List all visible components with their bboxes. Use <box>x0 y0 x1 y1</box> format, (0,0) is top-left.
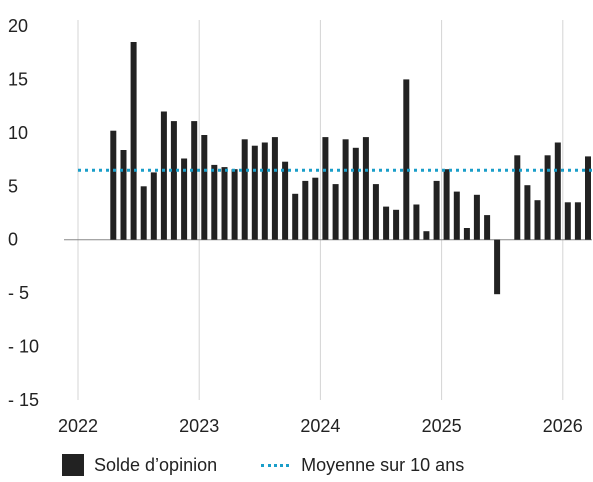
bar-2024-12 <box>433 180 440 240</box>
legend-line-label: Moyenne sur 10 ans <box>301 454 465 475</box>
bar-2024-08 <box>393 209 400 240</box>
legend-item-average: Moyenne sur 10 ans <box>261 455 464 476</box>
bar-2024-10 <box>413 204 420 240</box>
bar-2024-03 <box>342 139 349 240</box>
bar-2023-12 <box>312 177 319 240</box>
bar-2022-05 <box>120 150 127 240</box>
x-tick-label: 2022 <box>58 416 98 436</box>
bar-2024-01 <box>322 137 329 240</box>
bar-2024-05 <box>362 137 369 240</box>
legend-line-swatch <box>261 463 290 467</box>
y-tick-label: 5 <box>8 176 18 196</box>
bar-2022-12 <box>191 121 198 240</box>
y-tick-label: - 10 <box>8 337 39 357</box>
bar-2024-06 <box>372 184 379 240</box>
bar-2024-04 <box>352 147 359 240</box>
x-tick-label: 2025 <box>422 416 462 436</box>
bar-2024-11 <box>423 231 430 240</box>
bar-2025-05 <box>484 215 491 240</box>
bar-2025-04 <box>473 194 480 240</box>
y-tick-label: 15 <box>8 69 28 89</box>
bar-2024-02 <box>332 184 339 240</box>
bar-2026-03 <box>585 156 591 240</box>
x-tick-label: 2026 <box>543 416 583 436</box>
y-tick-label: - 5 <box>8 283 29 303</box>
y-tick-label: 0 <box>8 230 18 250</box>
bar-2025-12 <box>554 142 561 240</box>
bar-2024-07 <box>383 206 390 240</box>
bar-2023-08 <box>271 137 278 240</box>
bar-2022-10 <box>170 121 177 240</box>
legend: Solde d’opinion Moyenne sur 10 ans <box>62 454 508 476</box>
bar-2023-04 <box>231 169 238 240</box>
bar-2022-08 <box>150 172 157 240</box>
bar-2023-01 <box>201 135 208 240</box>
bar-2025-11 <box>544 155 551 240</box>
bar-2023-06 <box>251 145 258 240</box>
y-tick-label: - 15 <box>8 390 39 410</box>
bar-2026-01 <box>564 202 571 240</box>
bar-2023-07 <box>261 142 268 240</box>
legend-item-bars: Solde d’opinion <box>62 454 217 476</box>
legend-bar-swatch <box>62 454 84 476</box>
bar-2025-09 <box>524 185 531 240</box>
x-tick-label: 2023 <box>179 416 219 436</box>
bar-2022-09 <box>160 111 167 240</box>
bar-2025-10 <box>534 200 541 240</box>
bar-2023-11 <box>302 180 309 240</box>
bar-2022-04 <box>110 130 117 240</box>
legend-bar-label: Solde d’opinion <box>94 454 218 475</box>
bar-2024-09 <box>403 79 410 240</box>
bar-2023-10 <box>292 193 299 240</box>
bar-2025-02 <box>453 191 460 240</box>
grid <box>64 20 592 400</box>
bar-2023-09 <box>282 161 289 240</box>
bar-2022-11 <box>181 158 188 240</box>
x-tick-label: 2024 <box>300 416 340 436</box>
y-tick-label: 10 <box>8 123 28 143</box>
bar-2025-03 <box>463 228 470 240</box>
bars <box>110 42 591 295</box>
bar-2023-03 <box>221 167 228 240</box>
y-tick-label: 20 <box>8 16 28 36</box>
bar-2023-02 <box>211 164 218 240</box>
bar-2022-07 <box>140 186 147 240</box>
bar-2023-05 <box>241 139 248 240</box>
bar-2025-01 <box>443 169 450 240</box>
chart: 20 15 10 5 0 - 5 - 10 - 15 2022 2023 2024 2025 2026 <box>8 16 592 436</box>
axes: 20 15 10 5 0 - 5 - 10 - 15 2022 2023 2024 2025 2026 <box>8 16 583 436</box>
bar-2025-08 <box>514 155 521 240</box>
bar-2026-02 <box>574 202 581 240</box>
bar-2025-06 <box>494 239 501 295</box>
bar-2022-06 <box>130 42 137 240</box>
